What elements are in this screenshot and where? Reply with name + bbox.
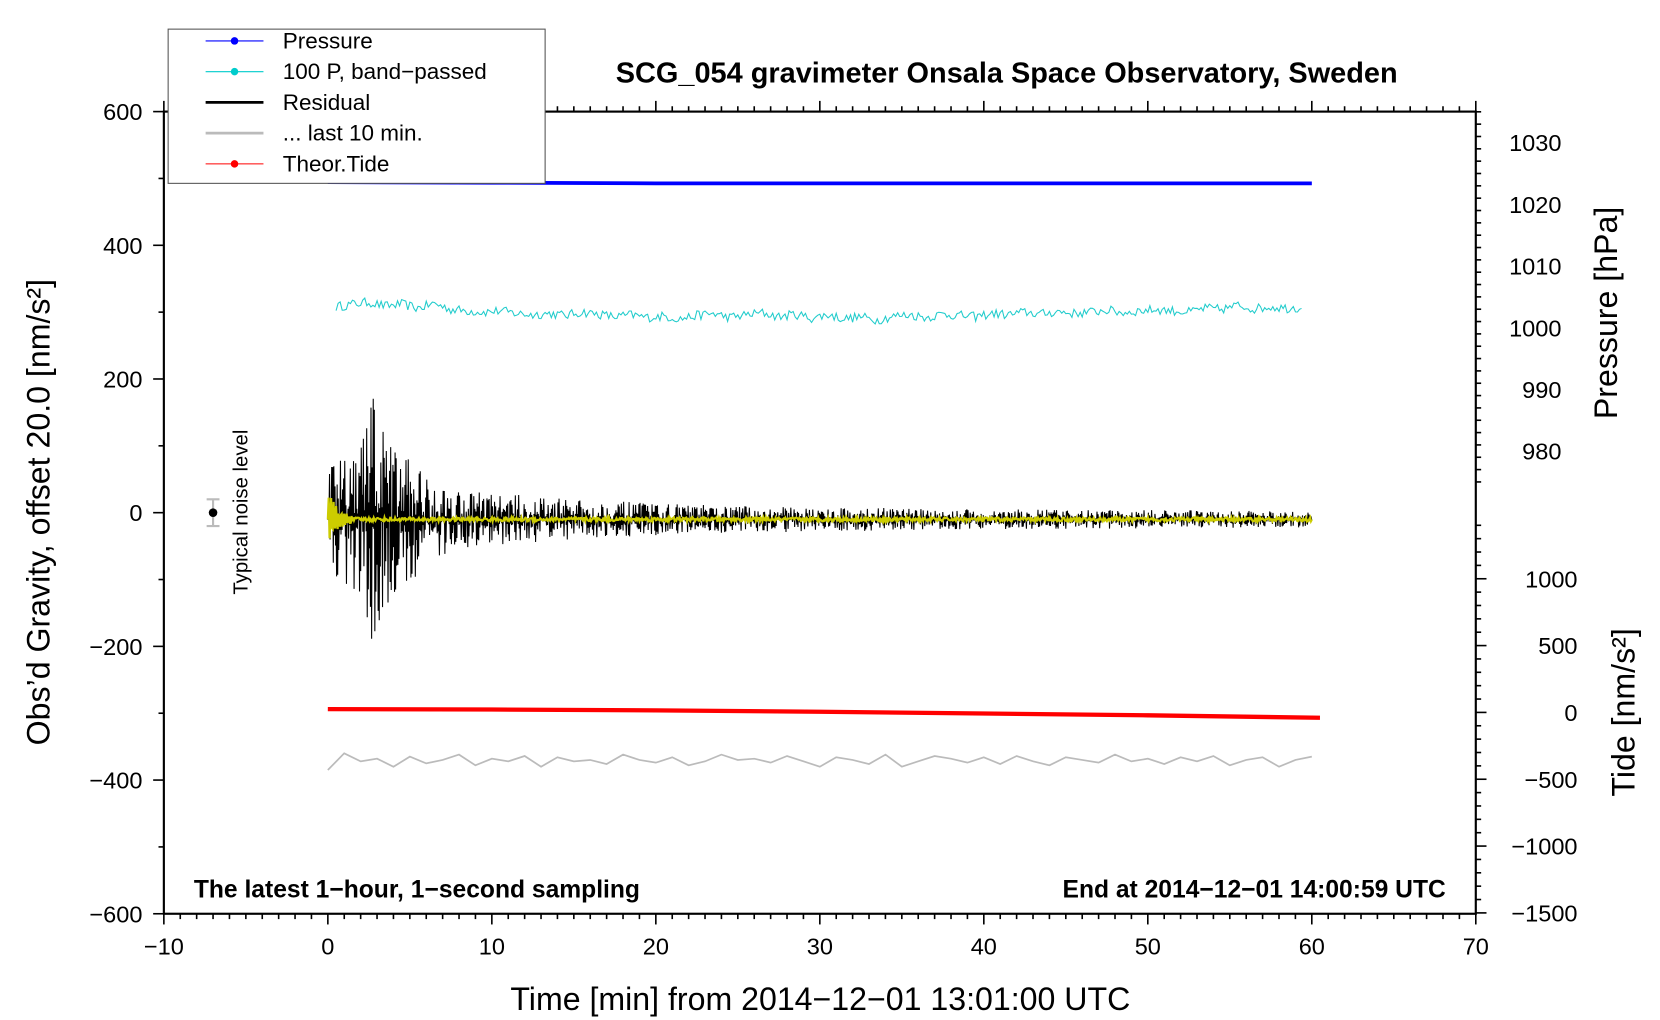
legend-label: ... last 10 min.	[283, 121, 423, 146]
x-tick-label: −10	[144, 933, 184, 959]
legend-marker	[230, 67, 239, 76]
y-tick-label-tide: 1000	[1525, 566, 1577, 592]
y-tick-label-pressure: 1000	[1509, 315, 1561, 341]
series-band-passed-pressure	[335, 297, 1302, 325]
legend-label: Residual	[283, 90, 371, 115]
x-tick-label: 0	[321, 933, 334, 959]
legend-marker	[230, 37, 239, 45]
y-tick-label-tide: −1500	[1511, 900, 1577, 926]
x-tick-label: 50	[1135, 933, 1161, 959]
y-tick-label-left: 200	[103, 367, 142, 393]
legend-label: Theor.Tide	[283, 151, 390, 176]
x-tick-label: 70	[1463, 933, 1489, 959]
annotation-sampling: The latest 1−hour, 1−second sampling	[194, 877, 640, 904]
y-tick-label-left: 0	[129, 500, 142, 526]
y-tick-label-pressure: 990	[1522, 377, 1561, 403]
legend-label: 100 P, band−passed	[283, 59, 487, 84]
y-axis-label-left: Obs’d Gravity, offset 20.0 [nm/s²]	[20, 279, 56, 745]
y-tick-label-left: −600	[89, 901, 142, 927]
annotation-noise-level: Typical noise level	[230, 430, 252, 595]
legend: Pressure 100 P, band−passed Residual ... la…	[167, 28, 546, 184]
x-tick-label: 20	[643, 933, 669, 959]
y-tick-label-pressure: 1030	[1509, 130, 1561, 156]
y-tick-label-pressure: 1020	[1509, 192, 1561, 218]
y-tick-label-tide: 500	[1538, 633, 1577, 659]
y-axis-label-tide: Tide [nm/s²]	[1605, 628, 1641, 796]
y-tick-label-left: −400	[89, 768, 142, 794]
x-tick-label: 10	[479, 933, 505, 959]
x-tick-label: 60	[1299, 933, 1325, 959]
y-tick-label-pressure: 980	[1522, 439, 1561, 465]
legend-box	[167, 28, 546, 184]
noise-level-point	[208, 508, 218, 517]
series-layer	[206, 180, 1320, 771]
ticks-layer: −10 0 10 20 30 40 50 60 706004002000−200−400−600…	[89, 99, 1577, 959]
x-tick-label: 40	[971, 933, 997, 959]
series-residual-smoothed	[326, 497, 1313, 539]
x-tick-label: 30	[807, 933, 833, 959]
y-tick-label-tide: −1000	[1511, 834, 1577, 860]
legend-label: Pressure	[283, 28, 373, 53]
chart-title: SCG_054 gravimeter Onsala Space Observat…	[616, 58, 1398, 90]
x-axis-label: Time [min] from 2014−12−01 13:01:00 UTC	[510, 981, 1130, 1017]
y-tick-label-left: 400	[103, 233, 142, 259]
y-tick-label-left: 600	[103, 99, 142, 125]
y-tick-label-pressure: 1010	[1509, 254, 1561, 280]
series-theor-tide	[327, 706, 1320, 720]
y-tick-label-tide: 0	[1564, 700, 1577, 726]
y-tick-label-tide: −500	[1524, 767, 1577, 793]
annotation-end-time: End at 2014−12−01 14:00:59 UTC	[1063, 877, 1446, 904]
legend-marker	[230, 160, 239, 168]
series-last-10-min	[327, 752, 1312, 771]
y-axis-label-pressure: Pressure [hPa]	[1588, 207, 1624, 419]
y-tick-label-left: −200	[89, 634, 142, 660]
